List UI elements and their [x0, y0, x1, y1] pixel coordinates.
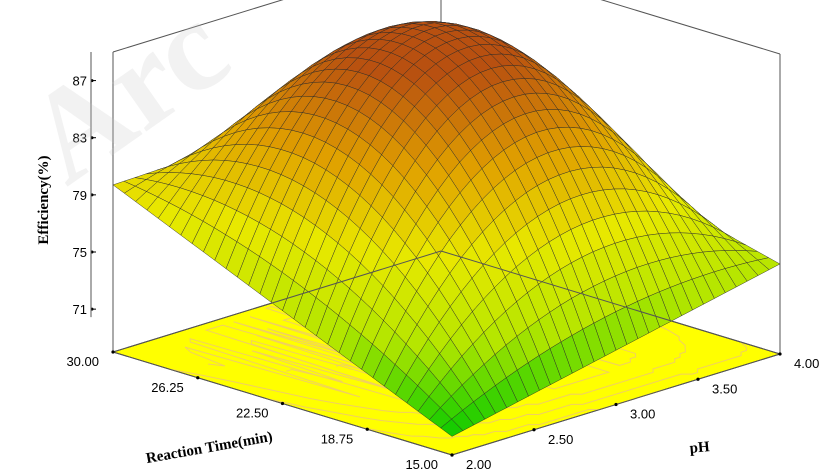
ph-tick-dot	[614, 402, 618, 407]
ph-tick-dot	[532, 428, 536, 432]
time-tick-label: 18.75	[321, 431, 354, 446]
z-axis-title: Efficiency(%)	[36, 155, 52, 244]
ph-tick-label: 3.00	[630, 407, 655, 422]
time-tick-dot	[280, 401, 285, 406]
box-edge	[440, 250, 781, 355]
time-tick-label: 22.50	[236, 406, 269, 421]
y-axis-title: pH	[689, 439, 711, 457]
z-tick-label: 83	[73, 131, 87, 146]
ph-tick-dot	[778, 352, 782, 356]
z-tick-label: 75	[73, 245, 87, 260]
box-edge	[112, 250, 442, 353]
x-axis-title: Reaction Time(min)	[145, 429, 274, 467]
ph-tick-label: 4.00	[794, 356, 819, 371]
axis-ticks: 71 75 79 83 87 30.00 26.25 22.50 18.75 15.00 2.00 2…	[66, 52, 819, 472]
surface-cell	[440, 418, 464, 437]
ph-tick-label: 2.00	[466, 457, 491, 472]
box-edge	[112, 0, 284, 53]
time-tick-dot	[196, 376, 200, 380]
time-tick-label: 15.00	[405, 457, 438, 472]
z-tick-label: 87	[73, 74, 87, 89]
z-tick-label: 79	[73, 188, 87, 203]
ph-tick-label: 3.50	[712, 381, 737, 396]
time-tick-dot	[111, 350, 115, 354]
time-tick-label: 30.00	[66, 354, 99, 369]
ph-tick-dot	[696, 377, 700, 381]
box-edge	[600, 0, 781, 55]
ph-tick-label: 2.50	[548, 432, 573, 447]
time-tick-dot	[365, 427, 369, 431]
time-tick-label: 26.25	[151, 380, 184, 395]
z-tick-label: 71	[73, 302, 87, 317]
response-surface	[112, 21, 781, 437]
ph-tick-dot	[450, 453, 454, 457]
